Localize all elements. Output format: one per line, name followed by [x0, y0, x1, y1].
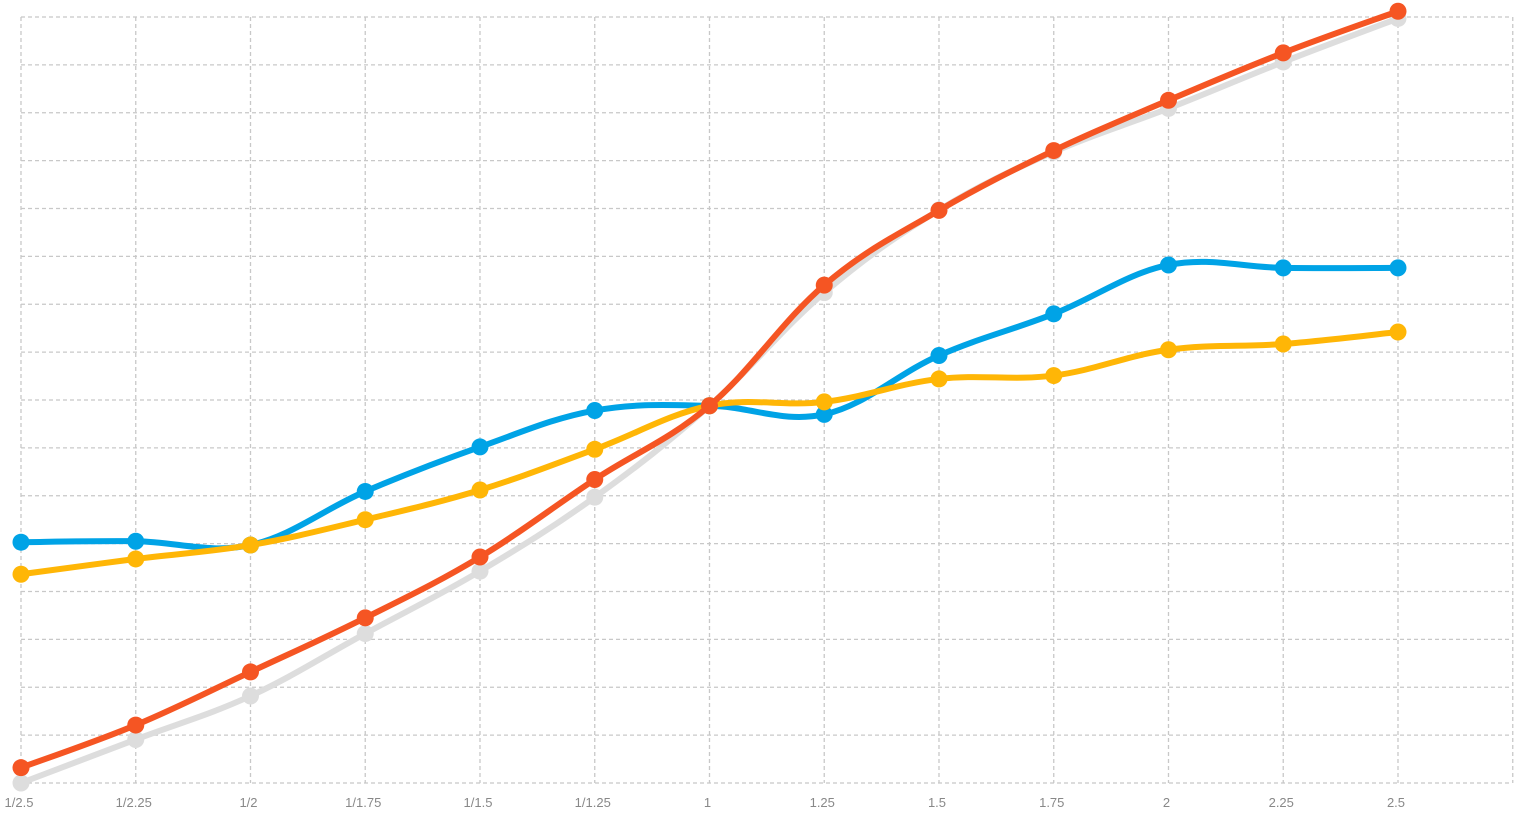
data-point [930, 346, 948, 364]
data-point [471, 481, 489, 499]
data-point [127, 730, 145, 748]
data-point [242, 663, 259, 681]
data-point [815, 405, 833, 423]
data-point [1274, 259, 1292, 277]
data-point [1160, 341, 1177, 359]
data-point [701, 397, 718, 415]
x-tick-label: 1.5 [928, 795, 946, 810]
x-tick-label: 1.25 [810, 795, 835, 810]
data-point [127, 716, 145, 734]
data-point [242, 536, 259, 554]
x-tick-label: 2.25 [1269, 795, 1294, 810]
data-point [586, 440, 604, 458]
x-tick-label: 1/1.75 [345, 795, 381, 810]
data-point [1389, 2, 1407, 20]
data-point [1274, 335, 1292, 353]
data-point [1389, 323, 1407, 341]
data-point [930, 370, 948, 388]
data-point [242, 687, 259, 705]
data-point [471, 438, 489, 456]
x-tick-label: 2 [1163, 795, 1170, 810]
x-tick-label: 1.75 [1039, 795, 1064, 810]
data-point [127, 550, 145, 568]
data-point [815, 276, 833, 294]
x-tick-label: 1/2 [239, 795, 257, 810]
data-point [930, 201, 948, 219]
data-point [12, 565, 30, 583]
x-tick-label: 1 [704, 795, 711, 810]
data-point [1389, 259, 1407, 277]
data-point [586, 488, 604, 506]
data-point [1160, 91, 1177, 109]
data-point [815, 393, 833, 411]
data-point [586, 402, 604, 420]
x-tick-label: 1/2.5 [5, 795, 34, 810]
data-point [471, 548, 489, 566]
x-tick-label: 2.5 [1387, 795, 1405, 810]
data-point [356, 625, 374, 643]
x-tick-label: 1/1.5 [464, 795, 493, 810]
x-tick-label: 1/2.25 [116, 795, 152, 810]
data-point [1045, 305, 1063, 323]
data-point [1045, 367, 1063, 385]
series-4 [12, 2, 1407, 777]
data-point [127, 532, 145, 550]
data-point [12, 774, 30, 792]
x-axis-tick-labels: 1/2.5 1/2.25 1/2 1/1.75 1/1.5 1/1.25 1 1.25 1.5 1… [5, 795, 1406, 810]
data-point [356, 609, 374, 627]
data-point [471, 562, 489, 580]
chart-series [12, 2, 1407, 792]
data-point [1274, 44, 1292, 62]
data-point [12, 533, 30, 551]
x-tick-label: 1/1.25 [575, 795, 611, 810]
data-point [1160, 256, 1177, 274]
data-point [356, 511, 374, 529]
data-point [586, 470, 604, 488]
data-point [12, 759, 30, 777]
data-point [1045, 142, 1063, 160]
data-point [356, 482, 374, 500]
